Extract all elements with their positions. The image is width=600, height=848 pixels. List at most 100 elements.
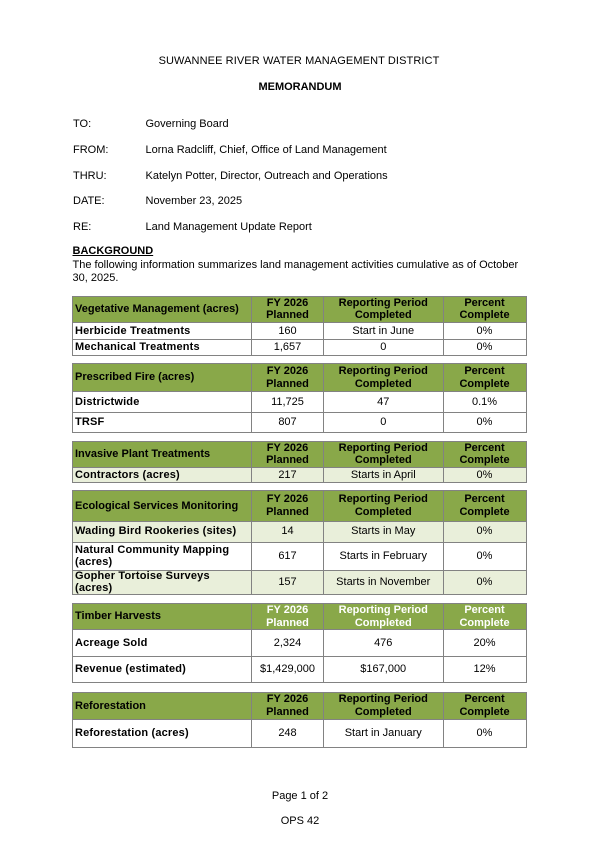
- row-label: Mechanical Treatments: [72, 338, 252, 356]
- table-header-row: Vegetative Management (acres) FY 2026 Pl…: [72, 295, 527, 323]
- column-header-planned: FY 2026 Planned: [251, 692, 324, 720]
- memo-field-value: Land Management Update Report: [145, 220, 312, 233]
- column-header-percent: Percent Complete: [442, 295, 527, 323]
- memo-field: DATE: November 23, 2025: [73, 195, 533, 208]
- row-label: Contractors (acres): [72, 466, 252, 483]
- table-title: Vegetative Management (acres): [72, 295, 252, 323]
- column-header-completed: Reporting Period Completed: [323, 692, 444, 720]
- column-header-percent: Percent Complete: [442, 363, 527, 392]
- row-label: Districtwide: [72, 391, 252, 413]
- column-header-planned: FY 2026 Planned: [251, 490, 324, 522]
- completed-value: Start in June: [323, 322, 444, 340]
- percent-value: 0%: [442, 411, 527, 433]
- completed-value: Starts in February: [323, 541, 444, 571]
- table-1: Prescribed Fire (acres) FY 2026 Planned …: [72, 363, 527, 433]
- column-header-planned: FY 2026 Planned: [251, 440, 324, 468]
- row-label: Natural Community Mapping (acres): [72, 541, 252, 571]
- column-header-percent: Percent Complete: [442, 692, 527, 720]
- column-header-percent: Percent Complete: [442, 603, 527, 630]
- column-header-planned: FY 2026 Planned: [251, 295, 324, 323]
- completed-value: 476: [323, 629, 444, 657]
- column-header-completed: Reporting Period Completed: [323, 490, 444, 522]
- planned-value: 1,657: [251, 338, 324, 356]
- memo-field-label: RE:: [73, 220, 92, 233]
- page-number: Page 1 of 2: [271, 789, 329, 802]
- table-3: Ecological Services Monitoring FY 2026 P…: [72, 490, 527, 595]
- table-header-row: Prescribed Fire (acres) FY 2026 Planned …: [72, 363, 527, 392]
- table-row: Contractors (acres) 217 Starts in April …: [72, 466, 527, 483]
- table-5: Reforestation FY 2026 Planned Reporting …: [72, 692, 527, 748]
- completed-value: 0: [323, 411, 444, 433]
- table-header-row: Timber Harvests FY 2026 Planned Reportin…: [72, 603, 527, 630]
- memo-field-value: November 23, 2025: [145, 194, 243, 207]
- column-header-completed: Reporting Period Completed: [323, 440, 444, 468]
- table-header-row: Invasive Plant Treatments FY 2026 Planne…: [72, 440, 527, 468]
- row-label: TRSF: [72, 411, 252, 433]
- memo-field-label: TO:: [73, 118, 92, 130]
- planned-value: 160: [251, 322, 324, 340]
- completed-value: 0: [323, 338, 444, 356]
- column-header-completed: Reporting Period Completed: [323, 603, 444, 630]
- percent-value: 0%: [442, 466, 527, 483]
- percent-value: 12%: [442, 655, 527, 683]
- percent-value: 0%: [442, 570, 527, 595]
- memo-field-value: Katelyn Potter, Director, Outreach and O…: [145, 169, 388, 182]
- planned-value: 157: [251, 570, 324, 595]
- row-label: Wading Bird Rookeries (sites): [72, 520, 252, 543]
- planned-value: 11,725: [251, 391, 324, 413]
- memo-field: RE: Land Management Update Report: [73, 221, 533, 234]
- table-row: Herbicide Treatments 160 Start in June 0…: [72, 322, 527, 340]
- completed-value: Starts in May: [323, 520, 444, 543]
- row-label: Reforestation (acres): [72, 718, 252, 748]
- percent-value: 0%: [442, 718, 527, 748]
- row-label: Gopher Tortoise Surveys (acres): [72, 570, 252, 595]
- memo-field-value: Governing Board: [145, 118, 229, 130]
- memo-field-label: THRU:: [73, 169, 107, 182]
- row-label: Revenue (estimated): [72, 655, 252, 683]
- percent-value: 0%: [442, 322, 527, 340]
- column-header-percent: Percent Complete: [442, 490, 527, 522]
- memo-field-value: Lorna Radcliff, Chief, Office of Land Ma…: [145, 144, 387, 156]
- column-header-completed: Reporting Period Completed: [323, 363, 444, 392]
- completed-value: Start in January: [323, 718, 444, 748]
- table-row: Districtwide 11,725 47 0.1%: [72, 391, 527, 413]
- memo-field-label: FROM:: [73, 144, 109, 156]
- table-row: Reforestation (acres) 248 Start in Janua…: [72, 718, 527, 748]
- planned-value: 617: [251, 541, 324, 571]
- table-row: Gopher Tortoise Surveys (acres) 157 Star…: [72, 570, 527, 595]
- intro-paragraph: The following information summarizes lan…: [72, 259, 519, 284]
- column-header-completed: Reporting Period Completed: [323, 295, 444, 323]
- completed-value: Starts in April: [323, 466, 444, 483]
- planned-value: 14: [251, 520, 324, 543]
- row-label: Acreage Sold: [72, 629, 252, 657]
- memo-field: THRU: Katelyn Potter, Director, Outreach …: [73, 170, 533, 183]
- table-row: Acreage Sold 2,324 476 20%: [72, 629, 527, 657]
- completed-value: 47: [323, 391, 444, 413]
- table-title: Timber Harvests: [72, 603, 252, 630]
- planned-value: $1,429,000: [251, 655, 324, 683]
- percent-value: 0.1%: [442, 391, 527, 413]
- column-header-planned: FY 2026 Planned: [251, 603, 324, 630]
- document-title: MEMORANDUM: [258, 81, 342, 93]
- table-header-row: Ecological Services Monitoring FY 2026 P…: [72, 490, 527, 522]
- table-row: Wading Bird Rookeries (sites) 14 Starts …: [72, 520, 527, 543]
- table-2: Invasive Plant Treatments FY 2026 Planne…: [72, 440, 527, 484]
- table-0: Vegetative Management (acres) FY 2026 Pl…: [72, 295, 527, 357]
- memo-field-label: DATE:: [73, 194, 105, 207]
- completed-value: $167,000: [323, 655, 444, 683]
- table-header-row: Reforestation FY 2026 Planned Reporting …: [72, 692, 527, 720]
- organization-title: SUWANNEE RIVER WATER MANAGEMENT DISTRICT: [158, 54, 440, 67]
- percent-value: 20%: [442, 629, 527, 657]
- memo-field: FROM: Lorna Radcliff, Chief, Office of La…: [73, 144, 533, 157]
- percent-value: 0%: [442, 520, 527, 543]
- table-title: Ecological Services Monitoring: [72, 490, 252, 522]
- table-row: Natural Community Mapping (acres) 617 St…: [72, 541, 527, 571]
- column-header-percent: Percent Complete: [442, 440, 527, 468]
- column-header-planned: FY 2026 Planned: [251, 363, 324, 392]
- row-label: Herbicide Treatments: [72, 322, 252, 340]
- planned-value: 2,324: [251, 629, 324, 657]
- planned-value: 807: [251, 411, 324, 433]
- table-row: TRSF 807 0 0%: [72, 411, 527, 433]
- percent-value: 0%: [442, 338, 527, 356]
- percent-value: 0%: [442, 541, 527, 571]
